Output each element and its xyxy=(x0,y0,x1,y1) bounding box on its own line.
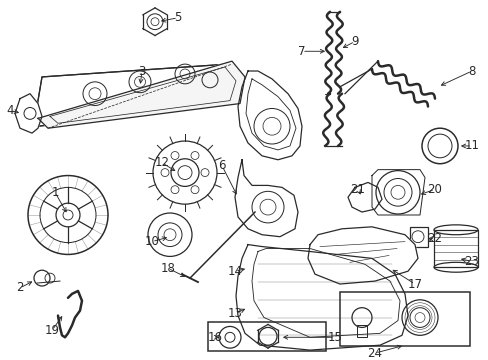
Bar xyxy=(409,227,427,247)
Text: 14: 14 xyxy=(227,265,242,278)
Text: 23: 23 xyxy=(464,255,478,268)
Text: 6: 6 xyxy=(218,159,225,172)
Text: 22: 22 xyxy=(427,232,442,245)
Text: 11: 11 xyxy=(464,139,479,153)
Text: 19: 19 xyxy=(44,324,60,337)
Polygon shape xyxy=(433,230,477,267)
Bar xyxy=(339,292,469,346)
Text: 9: 9 xyxy=(350,35,358,48)
Text: 20: 20 xyxy=(427,183,442,196)
Polygon shape xyxy=(35,64,244,126)
Text: 8: 8 xyxy=(468,64,475,77)
Polygon shape xyxy=(307,227,417,284)
Text: 15: 15 xyxy=(327,331,342,344)
Text: 4: 4 xyxy=(6,104,14,117)
Polygon shape xyxy=(38,61,244,128)
Polygon shape xyxy=(238,71,302,160)
Text: 1: 1 xyxy=(51,186,59,199)
Bar xyxy=(356,325,366,337)
Text: 12: 12 xyxy=(154,156,169,169)
Polygon shape xyxy=(236,244,407,350)
Polygon shape xyxy=(15,94,42,133)
Polygon shape xyxy=(347,183,381,212)
Text: 10: 10 xyxy=(144,235,159,248)
Text: 7: 7 xyxy=(298,45,305,58)
Text: 3: 3 xyxy=(138,64,145,77)
Text: 24: 24 xyxy=(367,347,382,360)
Polygon shape xyxy=(235,160,297,237)
Text: 21: 21 xyxy=(350,183,365,196)
Text: 13: 13 xyxy=(227,307,242,320)
Text: 17: 17 xyxy=(407,278,422,291)
Text: 18: 18 xyxy=(160,262,175,275)
Text: 16: 16 xyxy=(207,331,222,344)
Text: 2: 2 xyxy=(16,282,24,294)
Bar xyxy=(207,321,325,351)
Text: 5: 5 xyxy=(174,11,182,24)
